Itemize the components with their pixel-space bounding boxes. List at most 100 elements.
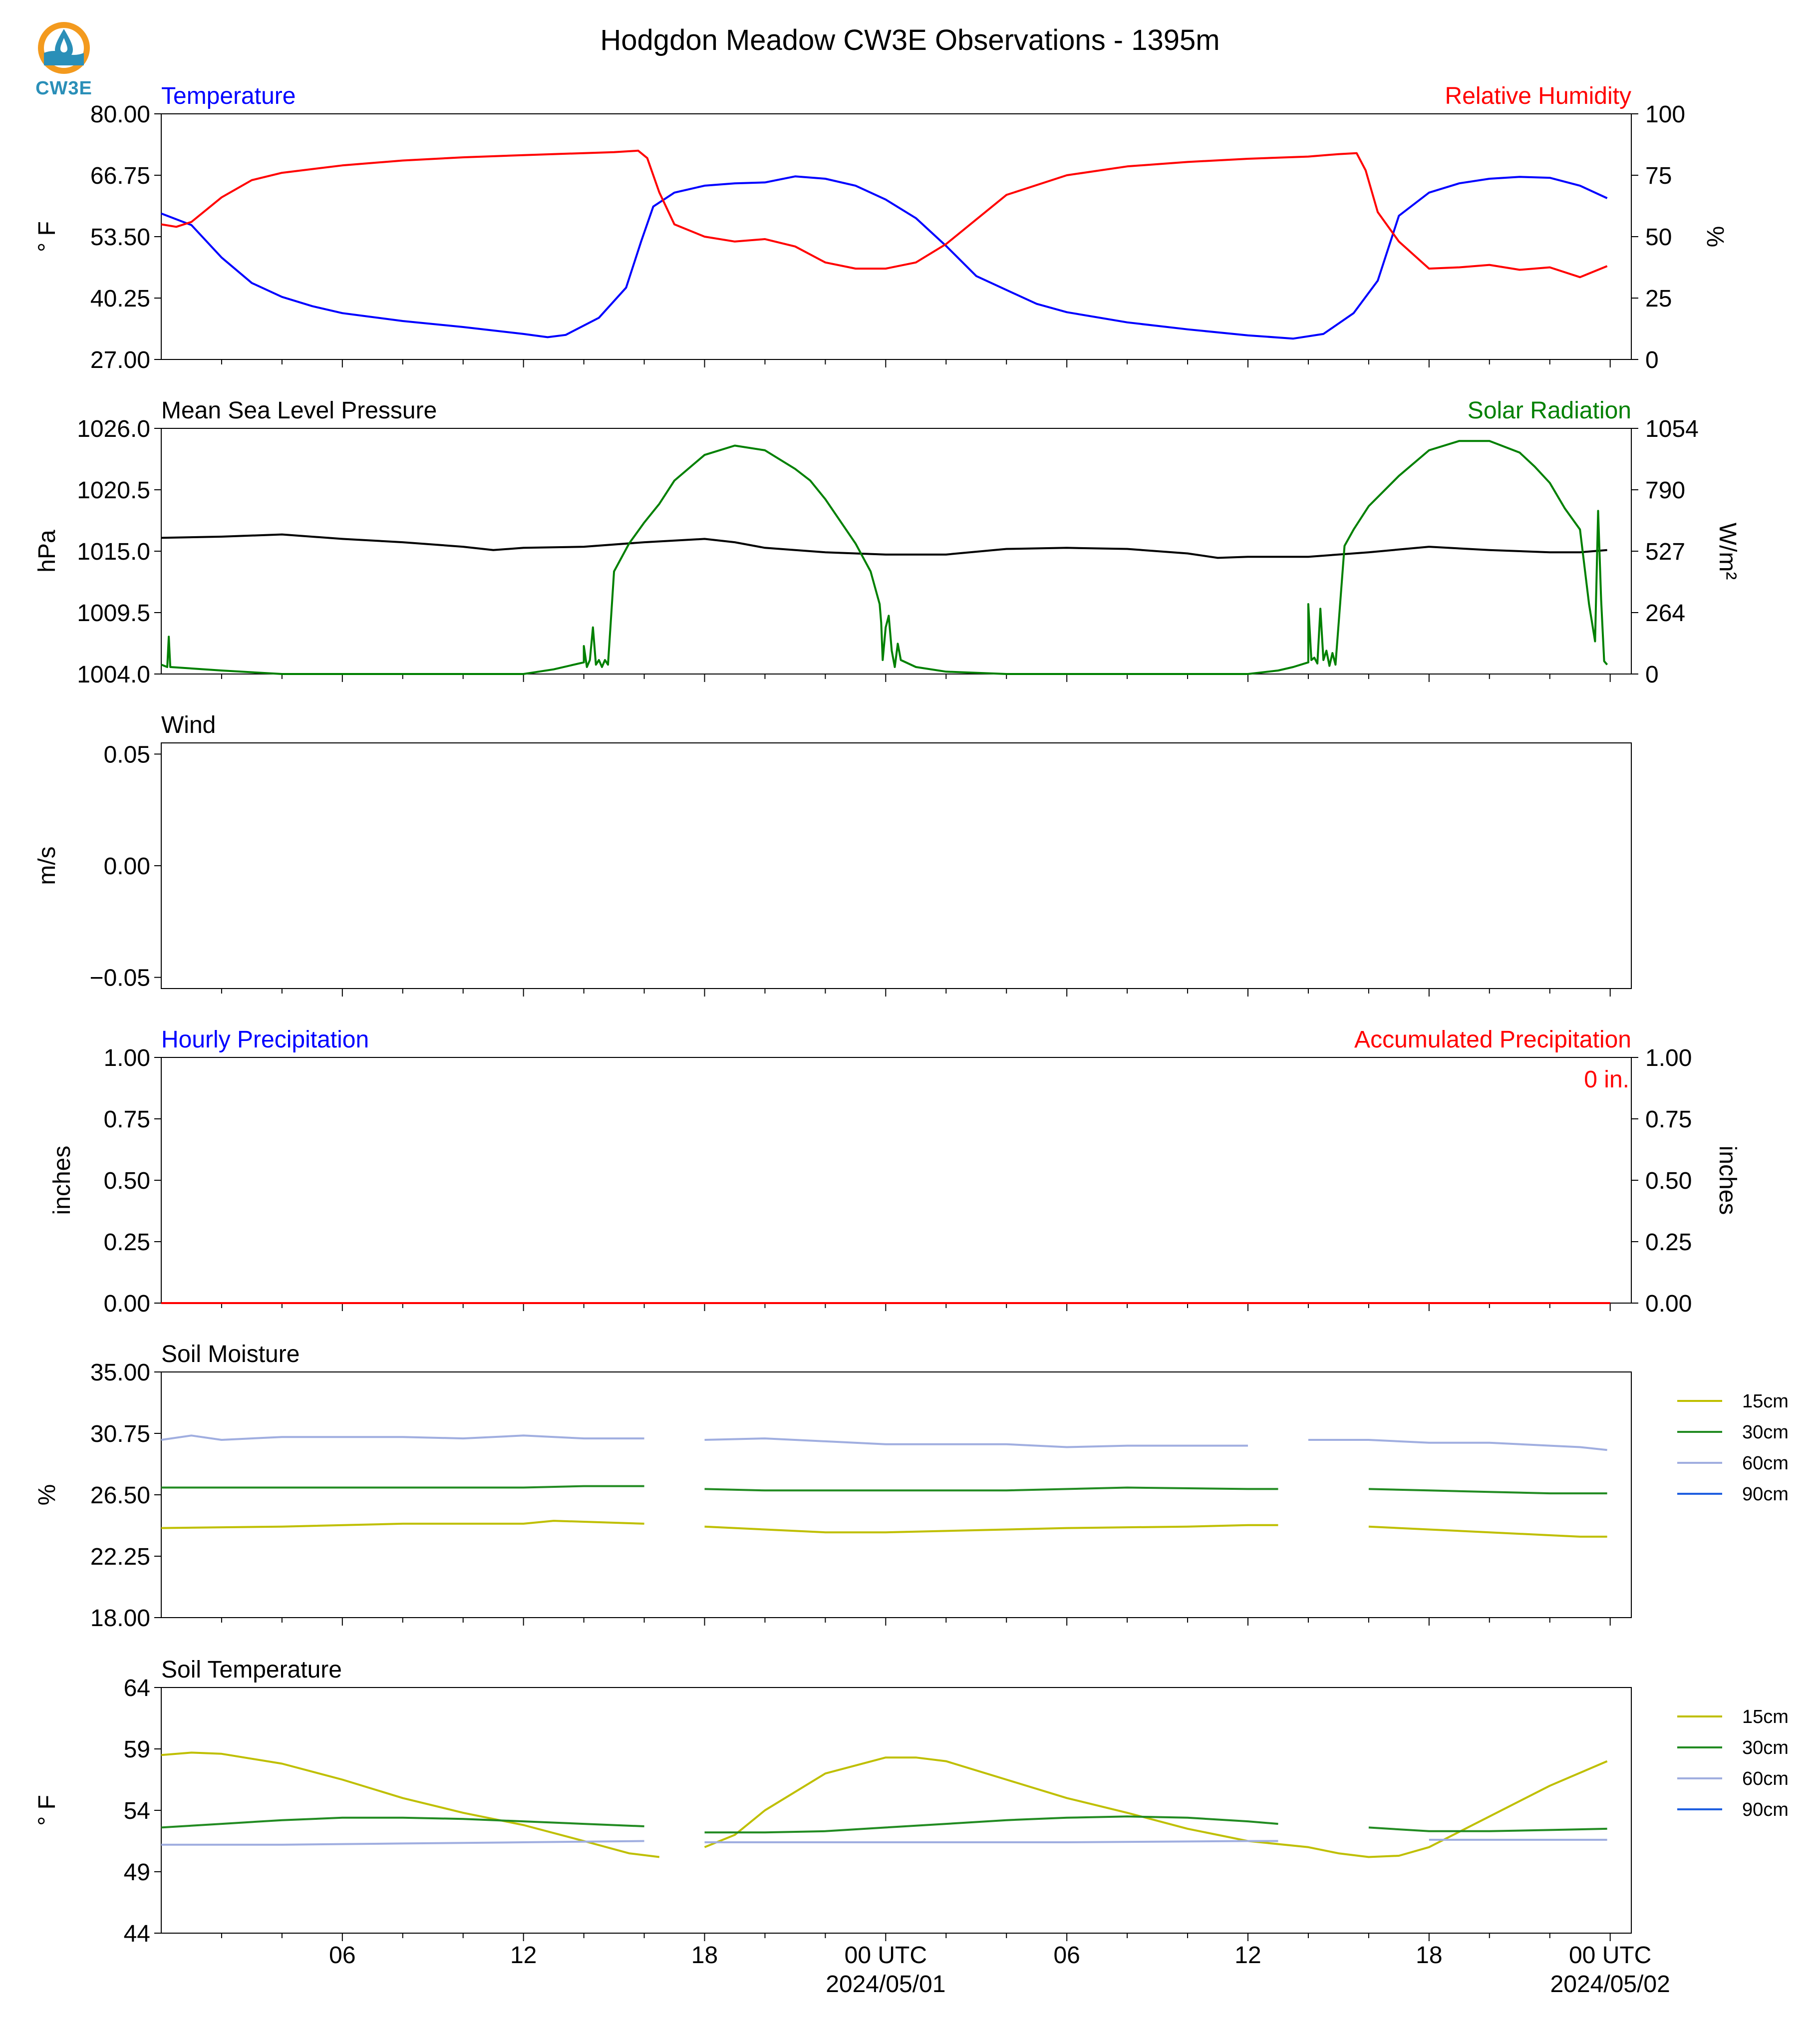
x-tick-label: 12 (510, 1942, 537, 1969)
y-tick-label: 49 (124, 1859, 150, 1886)
y2-tick-label: 0.50 (1645, 1168, 1692, 1194)
panel-left-label: Soil Temperature (161, 1657, 342, 1683)
figure-title: Hodgdon Meadow CW3E Observations - 1395m (600, 24, 1219, 56)
y-tick-label: 1026.0 (77, 416, 150, 442)
panel-pressure-solar: Mean Sea Level Pressure Solar Radiation 10… (34, 397, 1741, 688)
y-tick-label: 53.50 (90, 224, 150, 251)
panel-right-label: Accumulated Precipitation (1354, 1026, 1631, 1053)
legend-label: 30cm (1742, 1422, 1789, 1443)
series-line-mean-sea-level-pressure (161, 533, 1607, 559)
plot-frame (161, 742, 1632, 989)
y-tick-label: 30.75 (90, 1421, 150, 1447)
y-tick-label: 0.50 (104, 1168, 150, 1194)
legend: 15cm 30cm 60cm 90cm (1677, 1391, 1789, 1505)
x-tick-label: 00 UTC (845, 1942, 927, 1969)
legend-label: 15cm (1742, 1706, 1789, 1727)
y-axis-unit: m/s (34, 846, 60, 885)
y-tick-label: 44 (124, 1921, 150, 1947)
y-tick-label: −0.05 (90, 965, 150, 992)
y-tick-label: 0.00 (104, 1291, 150, 1317)
y2-tick-label: 0.25 (1645, 1229, 1692, 1256)
y-tick-label: 18.00 (90, 1605, 150, 1632)
y2-tick-label: 0.75 (1645, 1106, 1692, 1133)
panel-left-label: Temperature (161, 83, 296, 109)
plot-frame (161, 1057, 1632, 1304)
legend-label: 15cm (1742, 1391, 1789, 1412)
water-drop-sun-icon (38, 22, 90, 74)
x-tick-label: 18 (1416, 1942, 1442, 1969)
y2-tick-label: 0 (1645, 662, 1659, 688)
y2-axis-unit: W/m² (1714, 523, 1741, 580)
y-tick-label: 0.05 (104, 741, 150, 768)
y2-tick-label: 0 (1645, 347, 1659, 373)
plot-frame (161, 1371, 1632, 1618)
y-axis-unit: ° F (34, 1795, 60, 1826)
panel-temp-rh: Temperature Relative Humidity 80.00 66.75 53… (34, 83, 1728, 373)
x-date-label: 2024/05/02 (1550, 1971, 1670, 1998)
panel-left-label: Hourly Precipitation (161, 1026, 369, 1053)
legend-label: 90cm (1742, 1799, 1789, 1820)
legend-label: 60cm (1742, 1453, 1789, 1474)
plot-frame (161, 1687, 1632, 1934)
y2-tick-label: 0.00 (1645, 1291, 1692, 1317)
series-line-15cm (161, 1520, 1607, 1538)
y2-tick-label: 100 (1645, 101, 1685, 128)
series-line-solar-radiation (161, 440, 1608, 675)
panel-left-label: Soil Moisture (161, 1341, 300, 1367)
y-tick-label: 59 (124, 1736, 150, 1763)
x-date-label: 2024/05/01 (826, 1971, 945, 1998)
panel-soil-temp: Soil Temperature 64 59 54 49 44 ° F 15cm 30cm 60c… (34, 1657, 1789, 1947)
y-tick-label: 1009.5 (77, 600, 150, 627)
y-tick-label: 27.00 (90, 347, 150, 373)
y-tick-label: 0.00 (104, 853, 150, 880)
series-line-temperature (161, 175, 1608, 340)
panels: Temperature Relative Humidity 80.00 66.75 53… (34, 83, 1789, 1947)
y-tick-label: 40.25 (90, 286, 150, 312)
y-tick-label: 66.75 (90, 163, 150, 189)
y-tick-label: 26.50 (90, 1482, 150, 1509)
y2-axis-unit: % (1702, 226, 1728, 248)
y-tick-label: 35.00 (90, 1359, 150, 1386)
x-tick-label: 00 UTC (1569, 1942, 1651, 1969)
y-tick-label: 1020.5 (77, 477, 150, 504)
panel-wind: Wind 0.05 0.00 −0.05 m/s (34, 712, 1632, 997)
x-tick-label: 12 (1234, 1942, 1261, 1969)
panel-right-label: Solar Radiation (1468, 397, 1631, 424)
y2-tick-label: 1.00 (1645, 1045, 1692, 1071)
series-line-30cm (161, 1815, 1607, 1834)
legend-label: 90cm (1742, 1484, 1789, 1505)
y2-tick-label: 50 (1645, 224, 1672, 251)
y-tick-label: 0.25 (104, 1229, 150, 1256)
series-line-30cm (161, 1485, 1607, 1495)
series-line-60cm (161, 1839, 1607, 1846)
y2-tick-label: 25 (1645, 286, 1672, 312)
y-tick-label: 1.00 (104, 1045, 150, 1071)
y2-tick-label: 527 (1645, 539, 1685, 565)
y2-axis-unit: inches (1714, 1146, 1741, 1215)
x-tick-label: 06 (329, 1942, 355, 1969)
series-line-60cm (161, 1434, 1607, 1451)
y-tick-label: 1004.0 (77, 662, 150, 688)
panel-right-label: Relative Humidity (1445, 83, 1631, 109)
panel-left-label: Mean Sea Level Pressure (161, 397, 437, 424)
plot-frame (161, 113, 1632, 360)
legend-label: 60cm (1742, 1768, 1789, 1789)
y2-tick-label: 790 (1645, 477, 1685, 504)
y-axis-unit: ° F (34, 221, 60, 252)
legend: 15cm 30cm 60cm 90cm (1677, 1706, 1789, 1820)
series-line-15cm (161, 1751, 1608, 1858)
panel-precip: Hourly Precipitation Accumulated Precipit… (49, 1026, 1741, 1317)
y-axis-unit: % (34, 1484, 60, 1506)
y2-tick-label: 75 (1645, 163, 1672, 189)
y-axis-unit: inches (49, 1146, 75, 1215)
series-line-relative-humidity (161, 149, 1608, 279)
panel-left-label: Wind (161, 712, 216, 738)
y2-tick-label: 264 (1645, 600, 1685, 627)
x-tick-label: 18 (691, 1942, 718, 1969)
y-tick-label: 80.00 (90, 101, 150, 128)
y-tick-label: 1015.0 (77, 539, 150, 565)
accumulated-precip-annotation: 0 in. (1584, 1066, 1629, 1093)
legend-label: 30cm (1742, 1737, 1789, 1758)
